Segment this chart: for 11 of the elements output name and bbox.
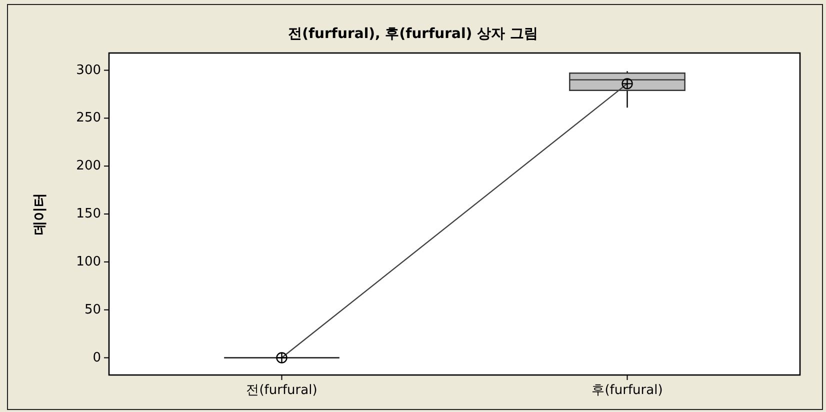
x-tick-label: 후(furfural) — [592, 383, 663, 398]
y-tick-label: 50 — [84, 302, 101, 318]
x-tick-label: 전(furfural) — [246, 383, 318, 398]
chart-title: 전(furfural), 후(furfural) 상자 그림 — [288, 26, 538, 42]
y-tick-label: 250 — [76, 110, 101, 126]
y-axis-title: 데이터 — [32, 193, 48, 235]
y-tick-label: 0 — [92, 350, 101, 366]
y-tick-label: 200 — [76, 158, 101, 174]
y-tick-label: 150 — [76, 206, 101, 222]
y-tick-label: 100 — [76, 254, 101, 270]
y-tick-label: 300 — [76, 62, 101, 78]
